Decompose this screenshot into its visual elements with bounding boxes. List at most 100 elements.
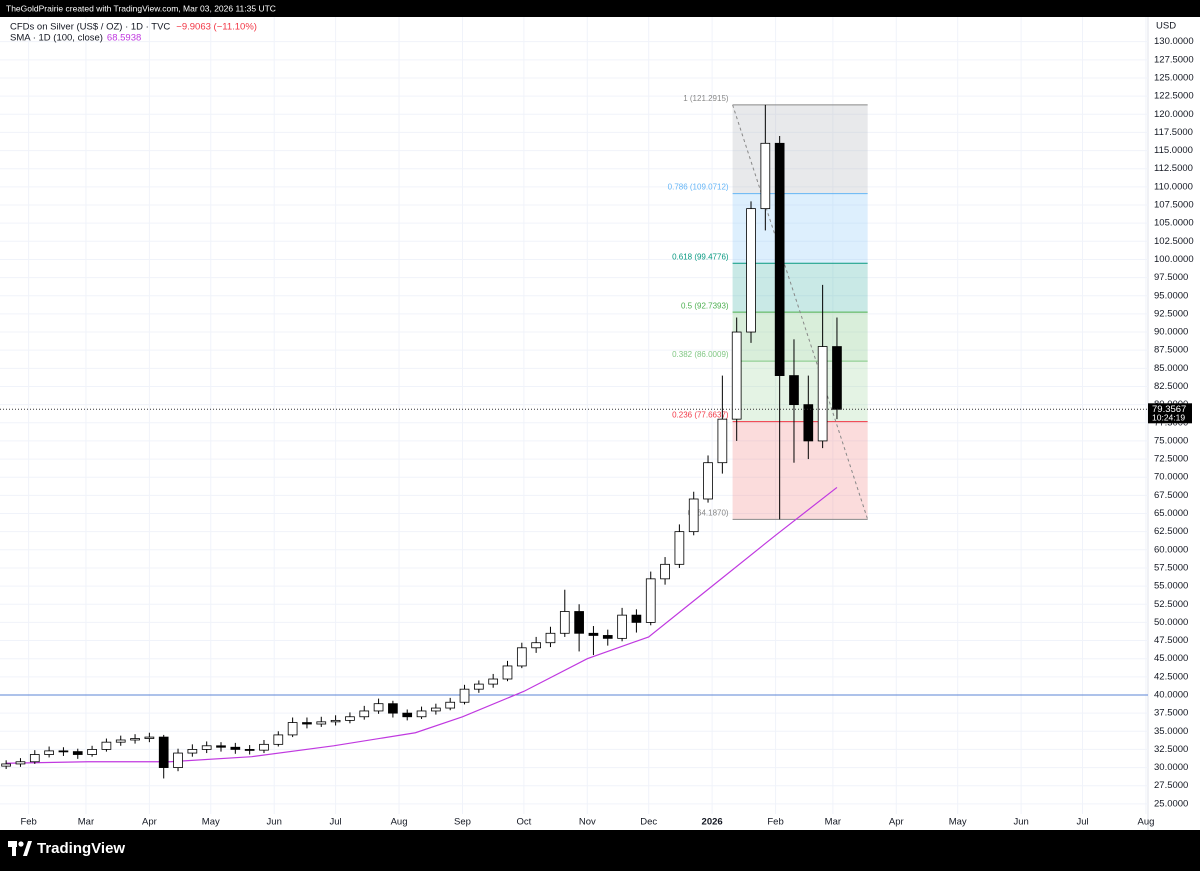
- symbol: CFDs on Silver (US$ / OZ) · 1D · TVC: [10, 22, 170, 33]
- candle-body: [588, 632, 599, 636]
- candle-body: [115, 739, 126, 743]
- last-price-label: 79.3567: [1152, 404, 1186, 415]
- candle-body: [502, 665, 513, 680]
- x-tick-label: Jun: [267, 817, 282, 828]
- candle-body: [645, 578, 656, 623]
- sma-line: [6, 486, 838, 764]
- candle-body: [488, 678, 499, 685]
- candle-body: [29, 754, 40, 763]
- candle-body: [15, 761, 26, 765]
- y-tick-label: 95.0000: [1154, 290, 1188, 301]
- y-tick-label: 127.5000: [1154, 54, 1194, 65]
- y-tick-label: 117.5000: [1154, 127, 1193, 138]
- y-tick-label: 27.5000: [1154, 780, 1188, 791]
- candle-body: [545, 632, 556, 644]
- legend: CFDs on Silver (US$ / OZ) · 1D · TVC −9.…: [10, 22, 257, 44]
- sma-legend: SMA · 1D (100, close): [10, 33, 103, 44]
- y-tick-label: 90.0000: [1154, 327, 1188, 338]
- candle-body: [602, 635, 613, 639]
- x-tick-label: May: [949, 817, 967, 828]
- y-tick-label: 52.5000: [1154, 599, 1188, 610]
- candle-body: [201, 745, 212, 750]
- candle-body: [688, 498, 699, 533]
- x-tick-label: Feb: [767, 817, 783, 828]
- x-tick-label: Mar: [825, 817, 841, 828]
- y-tick-label: 125.0000: [1154, 72, 1194, 83]
- candle-body: [731, 331, 742, 420]
- candle-body: [516, 647, 527, 667]
- fib-label: 0.618 (99.4776): [672, 252, 729, 261]
- fib-label: 0.236 (77.6637): [672, 411, 729, 420]
- tv-logo: [8, 841, 32, 856]
- candle-body: [287, 722, 298, 736]
- y-tick-label: 32.5000: [1154, 744, 1188, 755]
- candle-body: [130, 738, 140, 741]
- candle-body: [72, 751, 83, 755]
- y-tick-label: 67.5000: [1154, 490, 1188, 501]
- candle-body: [431, 707, 441, 712]
- fib-label: 0.382 (86.0009): [672, 350, 729, 359]
- candle-body: [474, 683, 484, 690]
- currency: USD: [1156, 21, 1176, 32]
- y-tick-label: 82.5000: [1154, 381, 1188, 392]
- y-tick-label: 35.0000: [1154, 726, 1188, 737]
- candle-body: [631, 614, 642, 623]
- bottom-bar: [0, 830, 1200, 866]
- y-tick-label: 110.0000: [1154, 181, 1193, 192]
- candle-body: [144, 736, 155, 739]
- candle-body: [273, 734, 284, 745]
- candle-body: [330, 719, 341, 723]
- fib-band: [732, 421, 868, 520]
- fib-label: 0 (64.1870): [688, 509, 729, 518]
- candle-body: [832, 346, 842, 410]
- y-tick-label: 30.0000: [1154, 762, 1188, 773]
- y-tick-label: 130.0000: [1154, 36, 1194, 47]
- x-tick-label: Apr: [889, 817, 904, 828]
- candle-body: [44, 750, 54, 755]
- y-tick-label: 105.0000: [1154, 218, 1194, 229]
- x-tick-label: Oct: [516, 817, 531, 828]
- x-tick-label: Aug: [1138, 817, 1155, 828]
- y-tick-label: 42.5000: [1154, 671, 1188, 682]
- x-tick-label: Jul: [1076, 817, 1088, 828]
- x-tick-label: Apr: [142, 817, 157, 828]
- x-tick-label: May: [202, 817, 220, 828]
- candle-body: [1, 763, 11, 767]
- y-tick-label: 75.0000: [1154, 435, 1188, 446]
- y-tick-label: 50.0000: [1154, 617, 1188, 628]
- candle-body: [373, 703, 384, 712]
- y-tick-label: 97.5000: [1154, 272, 1188, 283]
- plot: Feb Mar Apr May Jun Jul Aug Sep Oct Nov Dec 2026 Feb…: [0, 17, 1154, 828]
- y-tick-label: 60.0000: [1154, 544, 1188, 555]
- candle-body: [416, 710, 427, 718]
- candle-body: [817, 346, 828, 442]
- candle-body: [173, 752, 183, 768]
- y-tick-label: 122.5000: [1154, 91, 1194, 102]
- countdown: 10:24:19: [1152, 413, 1185, 423]
- candle-body: [445, 701, 456, 709]
- x-tick-label: Aug: [391, 817, 408, 828]
- candle-body: [559, 611, 570, 634]
- attribution: TheGoldPrairie created with TradingView.…: [6, 3, 276, 13]
- candle-body: [87, 749, 97, 755]
- y-tick-label: 92.5000: [1154, 308, 1188, 319]
- y-tick-label: 100.0000: [1154, 254, 1194, 265]
- fib-band: [732, 104, 868, 194]
- y-tick-label: 65.0000: [1154, 508, 1188, 519]
- y-tick-label: 62.5000: [1154, 526, 1188, 537]
- candle-body: [617, 614, 627, 639]
- y-tick-label: 85.0000: [1154, 363, 1188, 374]
- y-tick-label: 70.0000: [1154, 472, 1188, 483]
- y-tick-label: 25.0000: [1154, 798, 1188, 809]
- candle-body: [216, 745, 226, 748]
- sma-last: 68.5938: [107, 33, 141, 44]
- y-tick-label: 102.5000: [1154, 236, 1194, 247]
- y-tick-label: 120.0000: [1154, 109, 1194, 120]
- candle-body: [703, 462, 713, 500]
- x-tick-label: Nov: [579, 817, 596, 828]
- x-tick-label: Jul: [330, 817, 342, 828]
- x-tick-label: Sep: [454, 817, 471, 828]
- chart-area: [0, 17, 1200, 830]
